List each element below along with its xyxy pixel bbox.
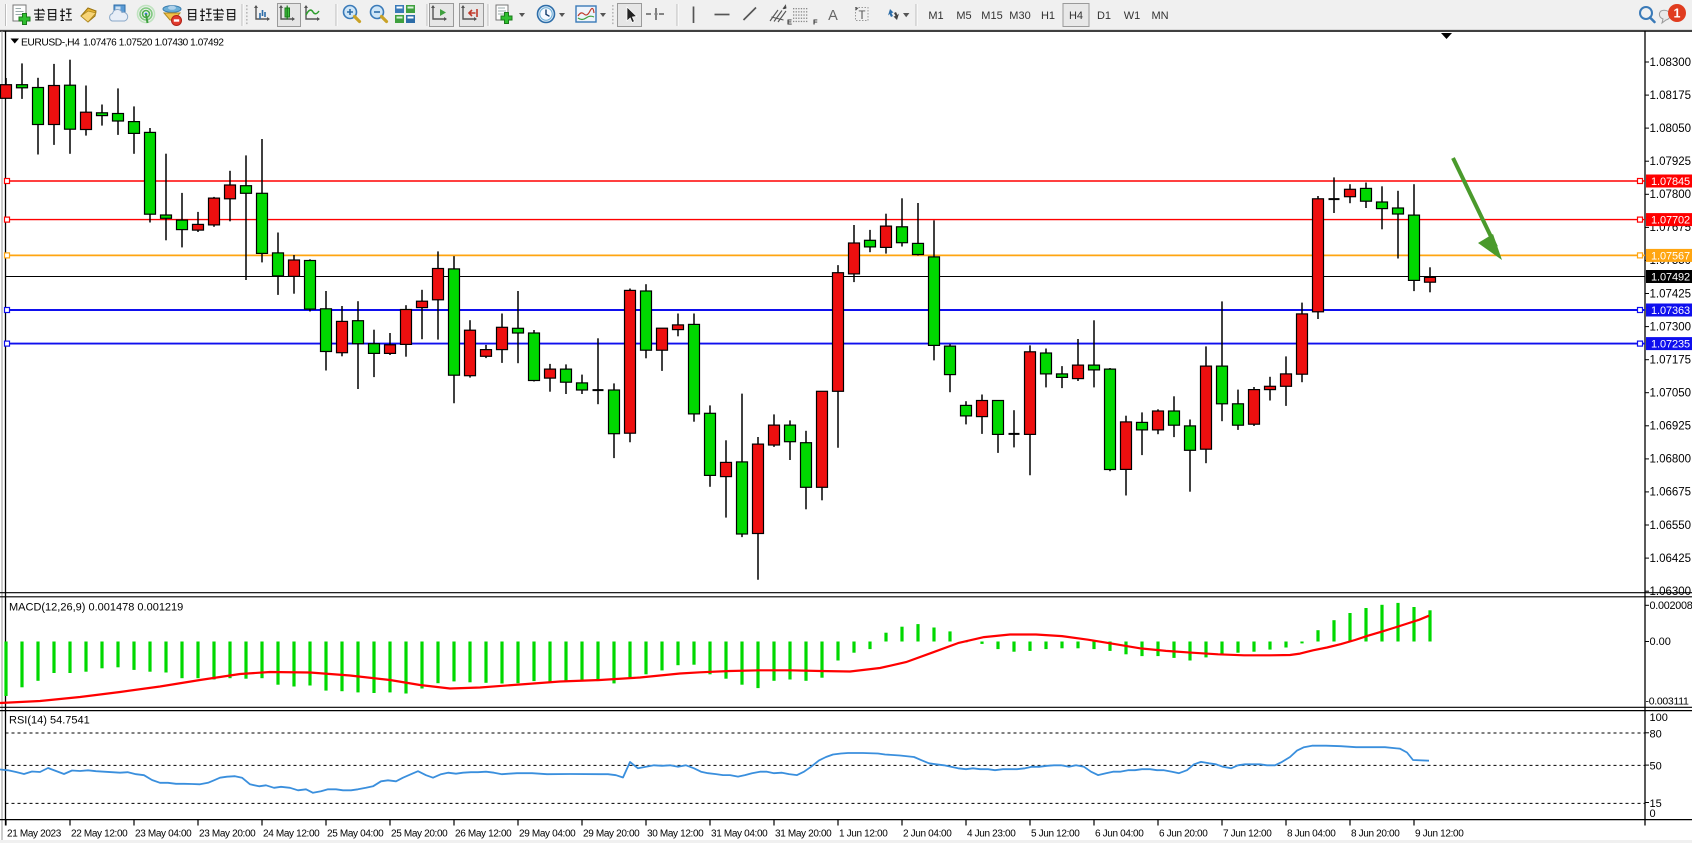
svg-text:1.06550: 1.06550 [1650, 520, 1692, 532]
svg-text:1: 1 [1674, 7, 1681, 21]
svg-text:H4: H4 [1069, 10, 1083, 22]
svg-text:7 Jun 12:00: 7 Jun 12:00 [1223, 829, 1272, 840]
svg-text:M15: M15 [981, 10, 1002, 22]
svg-text:1.06300: 1.06300 [1650, 586, 1692, 598]
svg-text:6 Jun 20:00: 6 Jun 20:00 [1159, 829, 1208, 840]
svg-text:24 May 12:00: 24 May 12:00 [263, 829, 320, 840]
svg-text:1.06800: 1.06800 [1650, 454, 1692, 466]
svg-text:M1: M1 [928, 10, 943, 22]
svg-text:21 May 2023: 21 May 2023 [7, 829, 62, 840]
svg-text:E: E [787, 18, 792, 27]
svg-text:1.08300: 1.08300 [1650, 57, 1692, 69]
svg-text:1.08050: 1.08050 [1650, 123, 1692, 135]
svg-text:50: 50 [1650, 761, 1662, 773]
svg-text:26 May 12:00: 26 May 12:00 [455, 829, 512, 840]
svg-text:1.07425: 1.07425 [1650, 288, 1692, 300]
svg-text:MN: MN [1151, 10, 1168, 22]
svg-text:1.07363: 1.07363 [1651, 305, 1690, 317]
svg-text:23 May 20:00: 23 May 20:00 [199, 829, 256, 840]
svg-text:1.06425: 1.06425 [1650, 553, 1692, 565]
svg-text:6 Jun 04:00: 6 Jun 04:00 [1095, 829, 1144, 840]
svg-text:15: 15 [1650, 798, 1662, 810]
svg-text:1.07050: 1.07050 [1650, 388, 1692, 400]
svg-text:22 May 12:00: 22 May 12:00 [71, 829, 128, 840]
svg-text:29 May 04:00: 29 May 04:00 [519, 829, 576, 840]
svg-text:0.002008: 0.002008 [1650, 600, 1692, 612]
svg-text:1.07476 1.07520 1.07430 1.0749: 1.07476 1.07520 1.07430 1.07492 [83, 38, 224, 49]
svg-text:D1: D1 [1097, 10, 1111, 22]
svg-text:25 May 20:00: 25 May 20:00 [391, 829, 448, 840]
svg-text:1.07845: 1.07845 [1651, 176, 1690, 188]
svg-text:8 Jun 20:00: 8 Jun 20:00 [1351, 829, 1400, 840]
svg-text:EURUSD-,H4: EURUSD-,H4 [21, 38, 80, 49]
svg-text:1.07925: 1.07925 [1650, 156, 1692, 168]
svg-text:2 Jun 04:00: 2 Jun 04:00 [903, 829, 952, 840]
svg-text:31 May 04:00: 31 May 04:00 [711, 829, 768, 840]
svg-text:31 May 20:00: 31 May 20:00 [775, 829, 832, 840]
svg-text:F: F [813, 18, 818, 27]
svg-text:M5: M5 [956, 10, 971, 22]
svg-text:9 Jun 12:00: 9 Jun 12:00 [1415, 829, 1464, 840]
svg-text:RSI(14) 54.7541: RSI(14) 54.7541 [9, 715, 90, 727]
svg-text:80: 80 [1650, 728, 1662, 740]
svg-text:1.08175: 1.08175 [1650, 90, 1692, 102]
svg-text:T: T [858, 10, 865, 22]
svg-text:W1: W1 [1124, 10, 1141, 22]
svg-text:H1: H1 [1041, 10, 1055, 22]
svg-text:1.07800: 1.07800 [1650, 189, 1692, 201]
svg-text:0.00: 0.00 [1650, 636, 1671, 648]
svg-text:1.07492: 1.07492 [1651, 272, 1690, 284]
svg-text:-0.003111: -0.003111 [1646, 696, 1689, 708]
svg-text:1.06925: 1.06925 [1650, 421, 1692, 433]
svg-text:1.07567: 1.07567 [1651, 250, 1690, 262]
svg-text:29 May 20:00: 29 May 20:00 [583, 829, 640, 840]
svg-text:25 May 04:00: 25 May 04:00 [327, 829, 384, 840]
svg-text:8 Jun 04:00: 8 Jun 04:00 [1287, 829, 1336, 840]
svg-text:1.06675: 1.06675 [1650, 487, 1692, 499]
svg-text:1.07300: 1.07300 [1650, 321, 1692, 333]
svg-text:30 May 12:00: 30 May 12:00 [647, 829, 704, 840]
svg-text:1.07175: 1.07175 [1650, 355, 1692, 367]
svg-text:0: 0 [1650, 808, 1656, 820]
svg-text:5 Jun 12:00: 5 Jun 12:00 [1031, 829, 1080, 840]
svg-text:M30: M30 [1009, 10, 1030, 22]
svg-text:100: 100 [1650, 712, 1668, 724]
svg-text:4 Jun 23:00: 4 Jun 23:00 [967, 829, 1016, 840]
svg-text:1.07702: 1.07702 [1651, 215, 1690, 227]
svg-text:1 Jun 12:00: 1 Jun 12:00 [839, 829, 888, 840]
svg-text:23 May 04:00: 23 May 04:00 [135, 829, 192, 840]
svg-text:A: A [828, 8, 838, 24]
svg-text:MACD(12,26,9) 0.001478 0.00121: MACD(12,26,9) 0.001478 0.001219 [9, 602, 183, 614]
svg-text:1.07235: 1.07235 [1651, 339, 1690, 351]
